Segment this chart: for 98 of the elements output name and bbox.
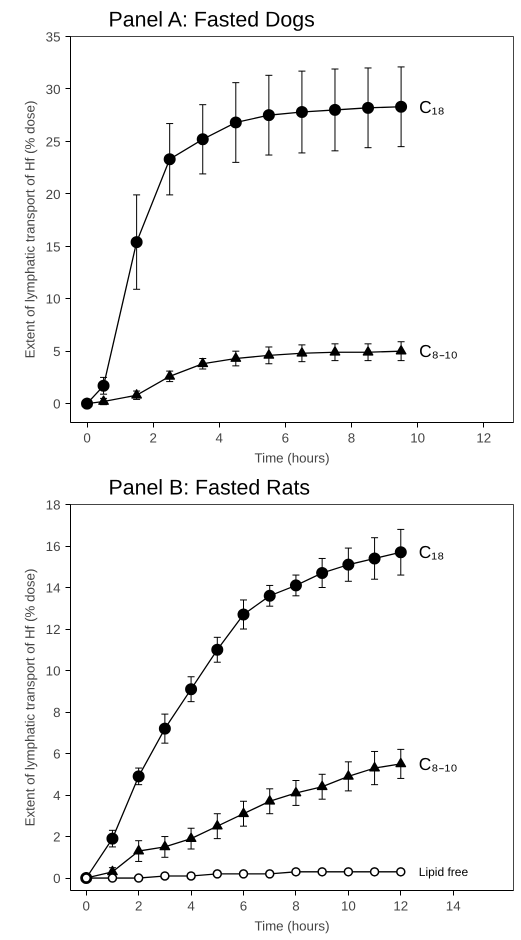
point xyxy=(296,106,308,118)
point xyxy=(316,780,328,790)
point xyxy=(132,770,145,782)
y-tick-label: 15 xyxy=(46,239,61,254)
y-tick-label: 10 xyxy=(46,292,61,307)
point xyxy=(291,867,301,877)
y-tick-label: 30 xyxy=(46,82,61,97)
point xyxy=(344,867,354,877)
x-tick-label: 10 xyxy=(340,898,356,914)
series-label: C₈₋₁₀ xyxy=(418,754,458,774)
series-label: C₁₈ xyxy=(419,96,445,117)
x-tick-label: 12 xyxy=(476,430,492,446)
chart-title: Panel B: Fasted Rats xyxy=(108,476,310,500)
point xyxy=(394,546,407,558)
y-axis-title: Extent of lymphatic transport of Hf (% dose) xyxy=(22,100,38,358)
y-tick-label: 0 xyxy=(53,871,61,886)
y-tick-label: 35 xyxy=(46,30,61,44)
point xyxy=(158,722,171,735)
x-tick-label: 6 xyxy=(240,898,248,914)
x-tick-label: 8 xyxy=(348,430,356,446)
x-tick-label: 14 xyxy=(446,898,462,914)
point xyxy=(262,109,275,122)
point xyxy=(164,370,176,380)
point xyxy=(328,104,341,116)
series-label: C₁₈ xyxy=(418,542,444,562)
point xyxy=(296,347,308,357)
y-tick-label: 12 xyxy=(46,622,61,638)
point xyxy=(290,786,302,796)
point xyxy=(264,869,274,879)
point xyxy=(396,344,407,355)
point xyxy=(98,395,110,405)
point xyxy=(212,869,222,879)
x-tick-label: 10 xyxy=(410,430,426,446)
y-tick-label: 0 xyxy=(53,396,61,412)
point xyxy=(230,352,242,362)
point xyxy=(317,867,327,877)
point xyxy=(342,770,354,780)
point xyxy=(186,832,197,842)
y-tick-label: 14 xyxy=(46,580,62,596)
y-tick-label: 25 xyxy=(46,134,61,150)
point xyxy=(263,349,274,359)
x-tick-label: 8 xyxy=(292,898,300,914)
y-tick-label: 6 xyxy=(53,746,61,762)
x-tick-label: 4 xyxy=(216,430,224,446)
point xyxy=(186,871,196,881)
x-tick-label: 4 xyxy=(187,898,196,914)
point xyxy=(238,869,248,879)
x-axis-title: Time (hours) xyxy=(254,918,330,934)
x-tick-label: 0 xyxy=(83,430,91,446)
series-label: C₈₋₁₀ xyxy=(419,341,458,362)
series-label: Lipid free xyxy=(418,864,468,879)
point xyxy=(369,762,380,772)
point xyxy=(396,867,406,877)
point xyxy=(159,840,170,850)
x-tick-label: 6 xyxy=(282,430,290,446)
point xyxy=(368,552,381,564)
y-tick-label: 2 xyxy=(53,830,61,845)
point xyxy=(395,758,406,768)
point xyxy=(342,558,354,571)
y-tick-label: 5 xyxy=(53,344,61,360)
point xyxy=(290,579,302,592)
point xyxy=(212,820,223,830)
point xyxy=(211,644,224,656)
point xyxy=(160,871,170,881)
x-tick-label: 2 xyxy=(149,430,157,446)
point xyxy=(264,590,276,602)
x-tick-label: 0 xyxy=(82,898,90,914)
point xyxy=(329,346,340,356)
point xyxy=(238,608,250,620)
point xyxy=(230,116,242,128)
point xyxy=(98,380,110,392)
point xyxy=(316,566,328,579)
point xyxy=(395,100,408,113)
point xyxy=(130,236,143,248)
y-tick-label: 4 xyxy=(53,788,62,804)
point xyxy=(185,683,198,696)
y-tick-label: 20 xyxy=(46,186,61,202)
point xyxy=(133,844,144,854)
y-tick-label: 10 xyxy=(46,664,61,679)
x-axis-title: Time (hours) xyxy=(254,450,330,466)
point xyxy=(264,794,276,805)
point xyxy=(362,346,374,356)
point xyxy=(370,867,380,877)
y-axis-title: Extent of lymphatic transport of Hf (% dose) xyxy=(22,568,38,826)
y-tick-label: 16 xyxy=(46,539,61,554)
x-tick-label: 12 xyxy=(393,898,408,914)
point xyxy=(164,153,176,166)
y-tick-label: 18 xyxy=(46,498,61,512)
x-tick-label: 2 xyxy=(134,898,142,914)
point xyxy=(238,807,250,818)
y-tick-label: 8 xyxy=(53,705,61,720)
point xyxy=(106,832,118,845)
point xyxy=(108,873,118,883)
point xyxy=(134,873,144,883)
chart-title: Panel A: Fasted Dogs xyxy=(108,8,315,32)
point xyxy=(197,357,208,368)
point xyxy=(362,102,374,114)
point xyxy=(196,133,209,146)
